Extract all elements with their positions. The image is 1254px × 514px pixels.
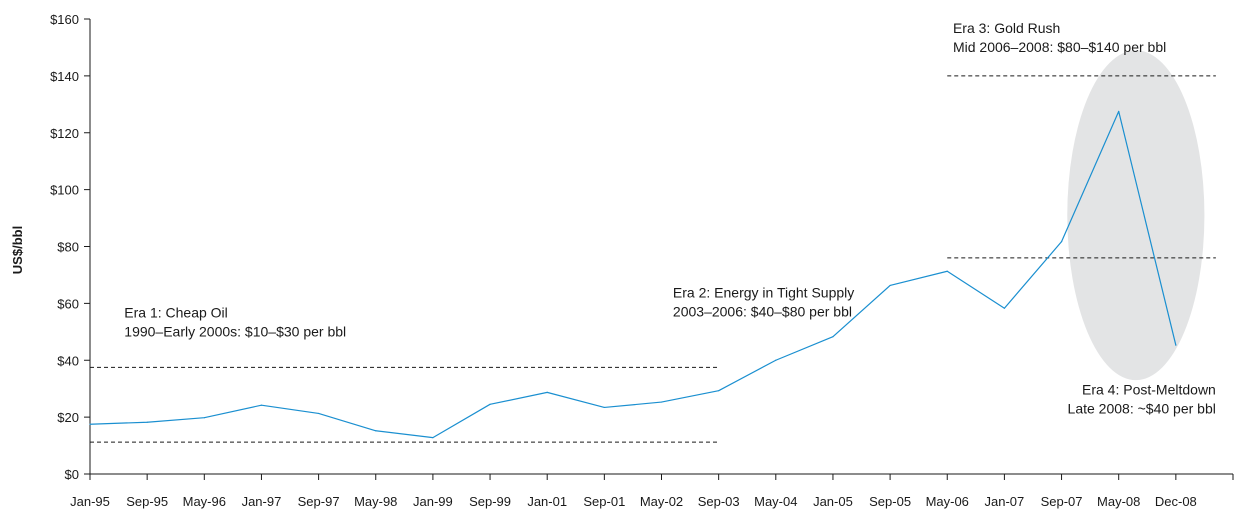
x-tick-label: Jan-07 (985, 494, 1025, 509)
data-point (1175, 344, 1177, 346)
era-annotation-text: Era 4: Post-Meltdown (1082, 381, 1216, 397)
era-annotation-text: Era 1: Cheap Oil (124, 305, 228, 321)
data-point (1118, 110, 1120, 113)
x-tick-label: May-08 (1097, 494, 1140, 509)
y-tick-label: $60 (57, 296, 79, 311)
data-point (89, 423, 91, 425)
data-point (775, 359, 777, 361)
x-tick-label: May-06 (926, 494, 969, 509)
data-point (660, 401, 663, 403)
x-tick-label: Jan-95 (70, 494, 110, 509)
x-tick-label: Sep-95 (126, 494, 168, 509)
y-tick-label: $120 (50, 126, 79, 141)
x-tick-label: Sep-99 (469, 494, 511, 509)
x-tick-label: Sep-01 (583, 494, 625, 509)
y-tick-label: $160 (50, 12, 79, 27)
x-tick-label: Jan-05 (813, 494, 853, 509)
x-tick-label: Sep-05 (869, 494, 911, 509)
data-point (603, 406, 605, 409)
data-point (832, 336, 834, 338)
era-annotation-text: 1990–Early 2000s: $10–$30 per bbl (124, 324, 346, 340)
data-point (146, 421, 148, 423)
x-tick-label: Sep-03 (698, 494, 740, 509)
data-point (889, 284, 891, 287)
oil-price-line (89, 110, 1177, 439)
era-annotation-text: 2003–2006: $40–$80 per bbl (673, 304, 852, 320)
x-tick-label: May-04 (754, 494, 797, 509)
data-point (432, 437, 434, 439)
y-tick-label: $40 (57, 353, 79, 368)
y-tick-label: $80 (57, 240, 79, 255)
x-tick-label: Jan-01 (527, 494, 567, 509)
data-point (1003, 307, 1006, 309)
x-tick-label: Jan-97 (242, 494, 282, 509)
y-axis-title: US$/bbl (10, 226, 25, 274)
data-point (1060, 241, 1063, 243)
x-tick-label: Dec-08 (1155, 494, 1197, 509)
era-annotation-text: Mid 2006–2008: $80–$140 per bbl (953, 39, 1166, 55)
x-tick-label: Sep-97 (298, 494, 340, 509)
data-point (318, 412, 320, 415)
y-tick-label: $20 (57, 410, 79, 425)
data-point (718, 390, 720, 392)
data-point (375, 430, 377, 432)
x-tick-label: Jan-99 (413, 494, 453, 509)
y-tick-label: $0 (65, 467, 79, 482)
data-point (946, 270, 948, 272)
x-tick-label: May-98 (354, 494, 397, 509)
era-annotation-text: Era 2: Energy in Tight Supply (673, 285, 854, 301)
era-annotation-text: Era 3: Gold Rush (953, 20, 1060, 36)
data-point (489, 403, 491, 405)
era-annotation-text: Late 2008: ~$40 per bbl (1068, 400, 1216, 416)
x-tick-label: May-02 (640, 494, 683, 509)
y-tick-label: $100 (50, 183, 79, 198)
y-tick-label: $140 (50, 69, 79, 84)
gold-rush-highlight-ellipse (1067, 50, 1205, 381)
data-point (546, 391, 548, 393)
data-point (260, 404, 263, 406)
data-point (203, 417, 205, 419)
x-tick-label: May-96 (183, 494, 226, 509)
x-tick-label: Sep-07 (1041, 494, 1083, 509)
